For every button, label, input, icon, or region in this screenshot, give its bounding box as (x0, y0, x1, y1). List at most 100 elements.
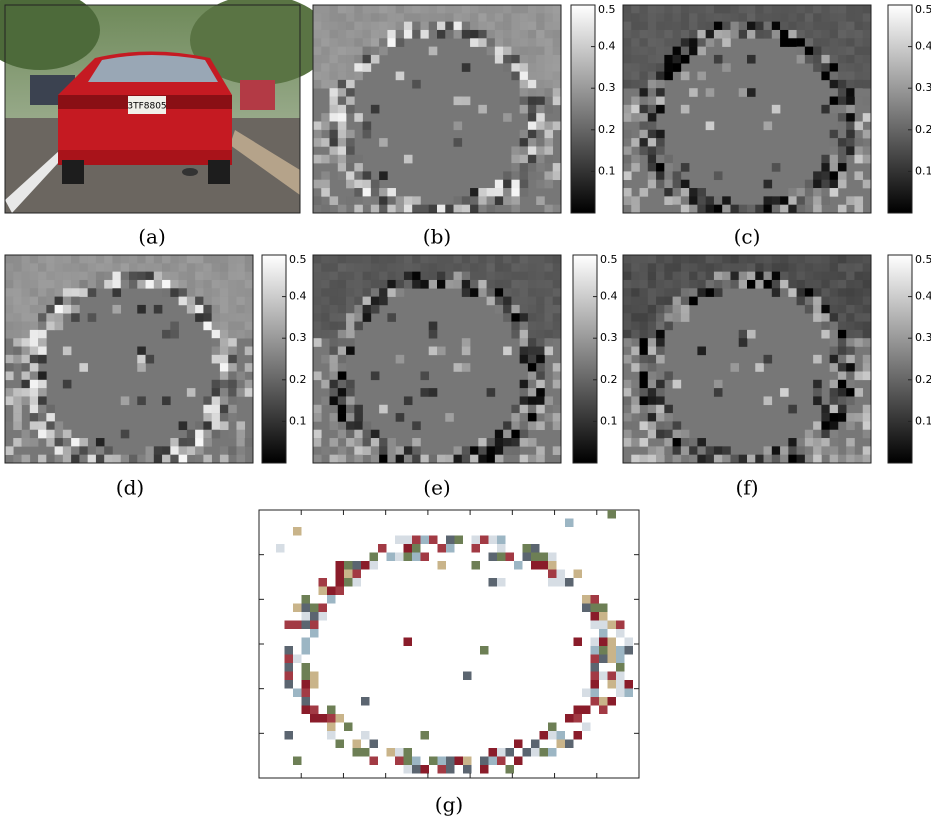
heatmap-cell (437, 255, 446, 264)
heatmap-cell (346, 22, 355, 31)
heatmap-cell (640, 413, 649, 422)
heatmap-cell (338, 272, 347, 281)
heatmap-cell (330, 455, 339, 464)
image-patch (591, 646, 600, 655)
heatmap-cell (813, 171, 822, 180)
heatmap-cell (673, 55, 682, 64)
heatmap-cell (681, 22, 690, 31)
heatmap-cell (681, 188, 690, 197)
heatmap-cell (788, 280, 797, 289)
heatmap-cell (195, 272, 204, 281)
heatmap-cell (780, 280, 789, 289)
heatmap-cell (511, 196, 520, 205)
image-patch (336, 561, 345, 570)
heatmap-cell (805, 30, 814, 39)
heatmap-cell (313, 371, 322, 380)
heatmap-cell (528, 388, 537, 397)
heatmap-cell (396, 5, 405, 14)
heatmap-cell (63, 297, 72, 306)
heatmap-cell (187, 388, 196, 397)
heatmap-cell (673, 38, 682, 47)
heatmap-cell (656, 13, 665, 22)
heatmap-cell (788, 30, 797, 39)
heatmap-cell (528, 22, 537, 31)
heatmap-cell (681, 5, 690, 14)
heatmap-cell (22, 338, 31, 347)
heatmap-cell (387, 255, 396, 264)
heatmap-cell (797, 446, 806, 455)
colorbar-tick-label: 0.2 (915, 373, 931, 386)
heatmap-cell (821, 288, 830, 297)
heatmap-cell (788, 405, 797, 414)
heatmap-cell (520, 263, 529, 272)
heatmap-cell (137, 347, 146, 356)
heatmap-cell (487, 438, 496, 447)
heatmap-cell (631, 196, 640, 205)
heatmap-cell (830, 22, 839, 31)
heatmap-cell (71, 280, 80, 289)
heatmap-cell (640, 388, 649, 397)
heatmap-cell (697, 280, 706, 289)
heatmap-cell (379, 446, 388, 455)
heatmap-cell (838, 272, 847, 281)
heatmap-cell (228, 371, 237, 380)
image-patch (608, 510, 617, 519)
heatmap-cell (544, 280, 553, 289)
heatmap-cell (664, 163, 673, 172)
heatmap-cell (520, 47, 529, 56)
heatmap-cell (470, 5, 479, 14)
heatmap-cell (697, 30, 706, 39)
heatmap-cell (863, 255, 872, 264)
heatmap-cell (46, 438, 55, 447)
heatmap-cell (236, 255, 245, 264)
image-patch (285, 663, 294, 672)
heatmap-cell (528, 380, 537, 389)
image-patch (370, 757, 379, 766)
heatmap-cell (487, 47, 496, 56)
colorbar-tick-label: 0.4 (598, 40, 616, 53)
heatmap-cell (706, 30, 715, 39)
heatmap-cell (420, 388, 429, 397)
heatmap-cell (863, 313, 872, 322)
heatmap-cell (330, 272, 339, 281)
heatmap-cell (379, 13, 388, 22)
heatmap-cell (55, 280, 64, 289)
heatmap-cell (55, 272, 64, 281)
heatmap-cell (236, 263, 245, 272)
image-patch (591, 680, 600, 689)
heatmap-cell (528, 288, 537, 297)
heatmap-cell (797, 13, 806, 22)
heatmap-cell (330, 38, 339, 47)
heatmap-cell (445, 5, 454, 14)
heatmap-cell (805, 55, 814, 64)
heatmap-cell (623, 297, 632, 306)
heatmap-cell (656, 255, 665, 264)
heatmap-cell (689, 297, 698, 306)
heatmap-cell (22, 288, 31, 297)
heatmap-cell (121, 263, 130, 272)
heatmap-cell (487, 38, 496, 47)
colorbar (571, 5, 595, 213)
heatmap-cell (830, 171, 839, 180)
heatmap-cell (462, 272, 471, 281)
heatmap-cell (553, 322, 562, 331)
heatmap-cell (46, 322, 55, 331)
heatmap-cell (755, 272, 764, 281)
heatmap-cell (640, 188, 649, 197)
heatmap-cell (640, 63, 649, 72)
heatmap-cell (313, 38, 322, 47)
image-patch (361, 561, 370, 570)
heatmap-cell (544, 121, 553, 130)
heatmap-cell (528, 121, 537, 130)
heatmap-cell (55, 430, 64, 439)
heatmap-cell (330, 347, 339, 356)
heatmap-cell (697, 205, 706, 214)
heatmap-cell (846, 347, 855, 356)
heatmap-cell (813, 188, 822, 197)
heatmap-cell (846, 255, 855, 264)
heatmap-cell (813, 196, 822, 205)
heatmap-cell (187, 430, 196, 439)
heatmap-cell (487, 5, 496, 14)
heatmap-cell (553, 22, 562, 31)
heatmap-cell (854, 121, 863, 130)
